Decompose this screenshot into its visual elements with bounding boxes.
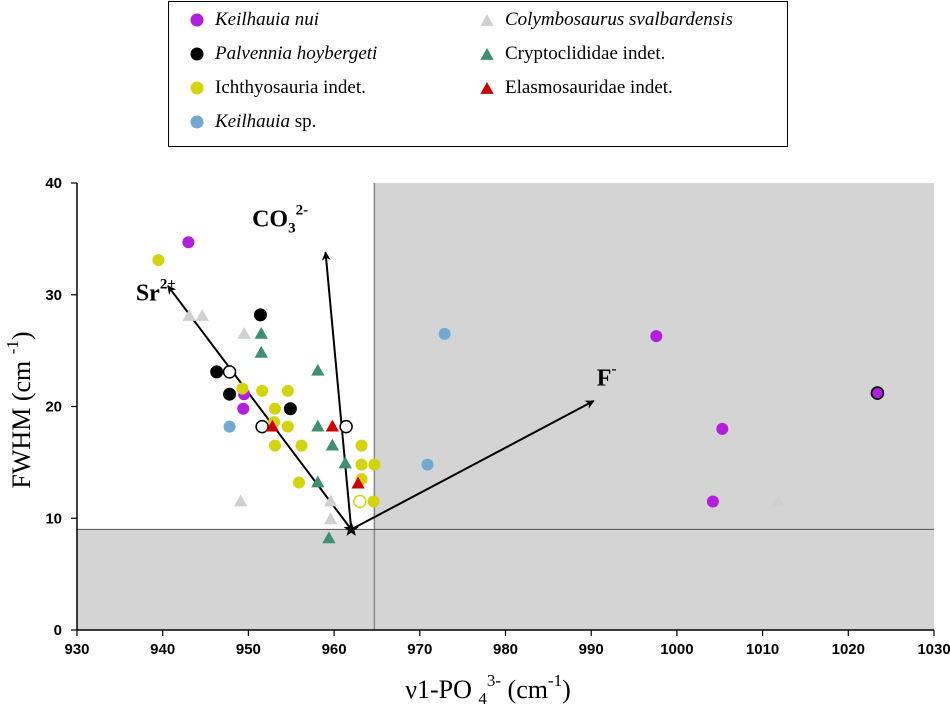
vector-label: Sr2+ [136, 276, 176, 306]
x-axis-label: ν1-PO 43- (cm-1) [405, 671, 571, 704]
circle-point [650, 330, 663, 343]
triangle-point [254, 326, 268, 339]
x-tick-label: 1010 [746, 641, 779, 658]
circle-point [870, 386, 885, 400]
circle-point [223, 420, 236, 433]
x-tick-label: 980 [493, 641, 518, 658]
circle-point [237, 402, 250, 415]
circle-point [222, 365, 237, 379]
triangle-point [325, 419, 340, 432]
vector-label: CO32- [252, 203, 308, 237]
circle-point [152, 254, 165, 267]
circle-point [355, 439, 368, 452]
circle-point [339, 419, 353, 434]
triangle-point [195, 308, 209, 321]
legend-label: Cryptoclididae indet. [505, 43, 666, 64]
circle-point [268, 439, 281, 452]
circle-point [236, 382, 249, 395]
circle-point [421, 458, 434, 471]
legend-label: Elasmosauridae indet. [505, 77, 673, 98]
legend-marker [480, 82, 494, 94]
triangle-point [338, 456, 352, 469]
chart-legend: Keilhauia nui Palvennia hoybergeti Ichthyo… [168, 1, 788, 147]
shaded-region-right [374, 183, 934, 630]
circle-point [256, 384, 269, 397]
triangle-point [311, 475, 325, 488]
circle-point [292, 476, 305, 489]
legend-item: Ichthyosauria indet. [187, 76, 366, 100]
vector-label: F- [597, 361, 617, 391]
legend-marker [480, 14, 494, 26]
y-tick-label: 40 [45, 175, 62, 192]
circle-point [281, 384, 294, 397]
triangle-point [311, 419, 325, 432]
x-tick-label: 950 [236, 641, 261, 658]
legend-marker [190, 115, 204, 129]
legend-item: Elasmosauridae indet. [477, 76, 673, 100]
circle-point [353, 494, 367, 509]
triangle-point [324, 494, 338, 507]
legend-item: Palvennia hoybergeti [187, 42, 377, 66]
y-tick-label: 10 [45, 510, 62, 527]
circle-point [438, 327, 451, 340]
circle-point [210, 365, 224, 379]
legend-marker [480, 48, 494, 60]
circle-point [295, 439, 308, 452]
x-tick-label: 930 [64, 641, 89, 658]
legend-item: Keilhauia nui [187, 8, 319, 32]
legend-label: Ichthyosauria indet. [215, 77, 366, 98]
legend-label: Colymbosaurus svalbardensis [505, 9, 733, 30]
legend-item: Colymbosaurus svalbardensis [477, 8, 733, 32]
vector-arrow [350, 400, 595, 531]
triangle-point [772, 494, 786, 507]
triangle-point [234, 494, 248, 507]
circle-point [182, 236, 195, 249]
circle-point [716, 422, 729, 435]
x-tick-label: 1020 [832, 641, 865, 658]
circle-point [268, 402, 281, 415]
x-tick-label: 1030 [917, 641, 950, 658]
legend-marker [190, 81, 204, 95]
circle-point [253, 308, 267, 322]
legend-marker [190, 47, 204, 61]
star-marker [343, 521, 359, 536]
triangle-point [325, 438, 340, 451]
circle-point [283, 402, 297, 416]
triangle-point [311, 363, 325, 376]
triangle-point [254, 345, 268, 358]
y-tick-label: 30 [45, 287, 62, 304]
triangle-point [237, 326, 251, 339]
triangle-point [182, 308, 196, 321]
legend-label: Keilhauia nui [215, 9, 319, 30]
vector-arrow [167, 285, 353, 531]
legend-label: Palvennia hoybergeti [215, 43, 378, 64]
circle-point [706, 495, 719, 508]
y-tick-label: 20 [45, 399, 62, 416]
x-tick-label: 970 [407, 641, 432, 658]
x-tick-label: 940 [150, 641, 175, 658]
y-axis-label: FWHM (cm -1) [3, 331, 36, 488]
triangle-point [322, 531, 336, 544]
x-tick-label: 960 [322, 641, 347, 658]
triangle-point [351, 476, 365, 489]
triangle-point [324, 512, 338, 525]
y-tick-label: 0 [54, 622, 62, 639]
legend-item: Cryptoclididae indet. [477, 42, 665, 66]
circle-point [355, 458, 368, 471]
circle-point [281, 420, 294, 433]
circle-point [367, 495, 380, 508]
circle-point [368, 458, 381, 471]
shaded-region-bottom [77, 529, 375, 630]
circle-point [255, 419, 269, 434]
legend-marker [190, 13, 204, 27]
vector-arrow [321, 251, 353, 530]
triangle-point [265, 419, 280, 432]
circle-point [223, 387, 237, 401]
x-tick-label: 990 [579, 641, 604, 658]
x-tick-label: 1000 [660, 641, 693, 658]
legend-label: Keilhauia sp. [215, 111, 317, 132]
legend-item: Keilhauia sp. [187, 110, 316, 134]
